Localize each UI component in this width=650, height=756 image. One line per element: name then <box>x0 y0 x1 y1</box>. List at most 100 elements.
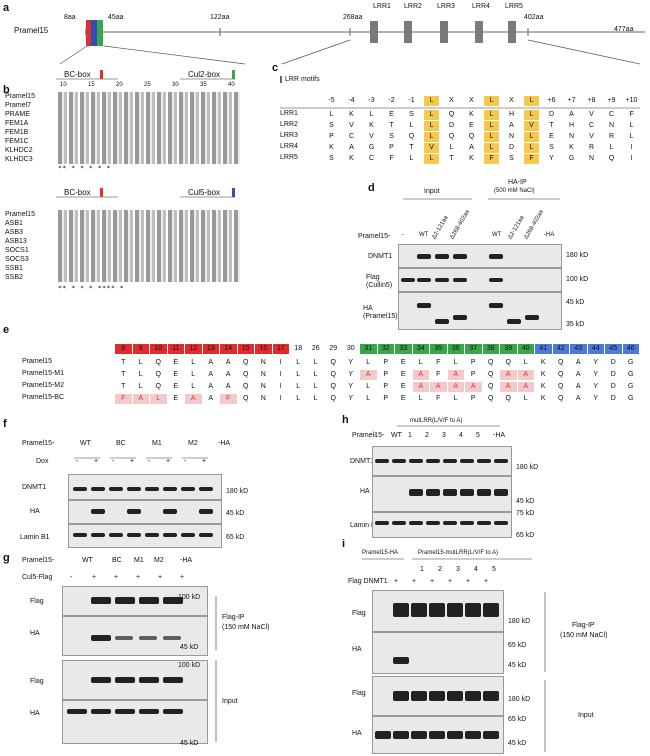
lrr-residue: T <box>549 122 554 129</box>
lrr-row-name: LRR5 <box>280 154 298 161</box>
cul2-box-domain <box>97 20 103 46</box>
lrr-residue: L <box>424 154 439 164</box>
mutation-header-cell: 8 <box>115 344 132 354</box>
lrr-residue: D <box>448 122 455 129</box>
cul5-box-label: Cul5-box <box>188 188 221 197</box>
mutation-residue: Q <box>330 359 336 366</box>
d-lane-1: - <box>402 232 404 238</box>
lrr-row-name: LRR2 <box>280 121 298 128</box>
lrr-residue: F <box>389 155 394 162</box>
mutation-residue: Q <box>488 359 494 366</box>
mutation-residue: A <box>575 371 581 378</box>
cul2-box-label: Cul2-box <box>188 70 221 79</box>
mutation-residue: P <box>470 395 476 402</box>
g-row-label: Pramel15- <box>22 557 55 564</box>
lrr-row-name: LRR3 <box>280 132 298 139</box>
lrr-residue: T <box>409 144 414 151</box>
lrr-residue: L <box>409 122 414 129</box>
mutation-residue: Q <box>243 359 249 366</box>
mutation-residue: P <box>383 359 389 366</box>
mutation-residue: L <box>313 395 318 402</box>
mutation-header-cell: 33 <box>395 344 412 354</box>
d-blot-ha <box>398 292 562 330</box>
conservation-stars-top: ** * * * * * <box>58 164 111 172</box>
mutation-residue: I <box>279 359 282 366</box>
lrr-residue: R <box>608 133 615 140</box>
i-group1-label: Pramel15-HA <box>362 550 399 556</box>
lrr-residue: V <box>369 133 374 140</box>
lrr-residue: Q <box>448 111 455 118</box>
g-lane-wt: WT <box>82 557 93 564</box>
lrr-residue: A <box>569 111 574 118</box>
alignment-block-top <box>58 92 240 164</box>
lrr-residue: C <box>588 122 595 129</box>
mutation-header-cell: 30 <box>342 344 359 354</box>
i-lane-number: 3 <box>456 566 460 573</box>
lrr-residue: P <box>329 133 334 140</box>
mutation-residue: N <box>260 383 266 390</box>
lrr-residue: S <box>409 111 414 118</box>
mutation-header-cell: 45 <box>605 344 622 354</box>
mutation-residue: Y <box>593 383 599 390</box>
bc-box-label-2: BC-box <box>64 188 91 197</box>
h-lane-label: 2 <box>425 432 429 439</box>
mutation-residue: Y <box>348 371 354 378</box>
i-input-label: Input <box>578 712 594 719</box>
d-lane-5: WT <box>492 232 502 238</box>
d-blot-flag <box>398 268 562 292</box>
mutation-residue: Q <box>155 383 161 390</box>
mutation-header-cell: 43 <box>570 344 587 354</box>
mutation-residue: L <box>313 371 318 378</box>
mutation-header-cell: 40 <box>517 344 534 354</box>
mutation-residue: Q <box>558 395 564 402</box>
panel-d-label: d <box>368 182 375 194</box>
i-dnmt1-sign: - <box>376 578 379 585</box>
g-cul5-label: Cul5-Flag <box>22 574 53 581</box>
g-blot-label-ha1: HA <box>30 630 40 637</box>
lrr-residue: C <box>368 155 375 162</box>
h-blot-label-dnmt1: DNMT1 <box>350 458 375 465</box>
lrr-residue: G <box>368 144 375 151</box>
lrr-residue: L <box>424 132 439 142</box>
g-blot-label-flag1: Flag <box>30 598 44 605</box>
g-mw-100b: 100 kD <box>178 662 201 669</box>
lrr-residue: L <box>369 111 374 118</box>
f-row-label: Pramel15- <box>22 440 55 447</box>
mutation-row-name: Pramel15-M2 <box>22 382 65 389</box>
lrr1-label: LRR1 <box>373 3 391 10</box>
mutation-residue: E <box>400 395 406 402</box>
panel-a-label: a <box>3 2 10 14</box>
mutation-header-cell: 18 <box>290 344 307 354</box>
mutation-residue: A <box>412 382 429 392</box>
mutation-residue: Q <box>155 371 161 378</box>
mutation-residue: D <box>610 359 616 366</box>
f-group-wt: WT <box>80 440 91 447</box>
f-mw-45: 45 kD <box>226 510 245 517</box>
h-lane-label: -HA <box>493 432 506 439</box>
lrr-residue: Q <box>468 133 475 140</box>
h-lane-label: - <box>374 432 377 439</box>
mutation-residue: P <box>383 395 389 402</box>
mutation-header-cell: 26 <box>307 344 324 354</box>
lrr-residue: C <box>348 133 355 140</box>
h-blot-ha <box>372 476 512 512</box>
lrr-residue: F <box>524 154 539 164</box>
mutation-residue: F <box>115 394 132 404</box>
d-mw-45: 45 kD <box>566 299 585 306</box>
lrr-row-name: LRR1 <box>280 110 298 117</box>
mutation-residue: E <box>400 383 406 390</box>
mutation-residue: F <box>436 395 441 402</box>
lrr-residue: V <box>589 133 594 140</box>
f-dox-label: Dox <box>36 458 49 465</box>
pos-268aa: 268aa <box>343 14 363 21</box>
f-group-m2: M2 <box>188 440 198 447</box>
pos-8aa: 8aa <box>64 14 76 21</box>
ha-ip-header: HA-IP <box>508 179 527 186</box>
mutation-header-cell: 44 <box>587 344 604 354</box>
lrr-residue: Q <box>448 133 455 140</box>
mutation-residue: I <box>279 371 282 378</box>
lrr-motifs-title: LRR motifs <box>280 76 320 83</box>
h-mw-75: 75 kD <box>516 510 535 517</box>
mutation-residue: E <box>173 371 179 378</box>
f-blot-label-dnmt1: DNMT1 <box>22 484 47 491</box>
